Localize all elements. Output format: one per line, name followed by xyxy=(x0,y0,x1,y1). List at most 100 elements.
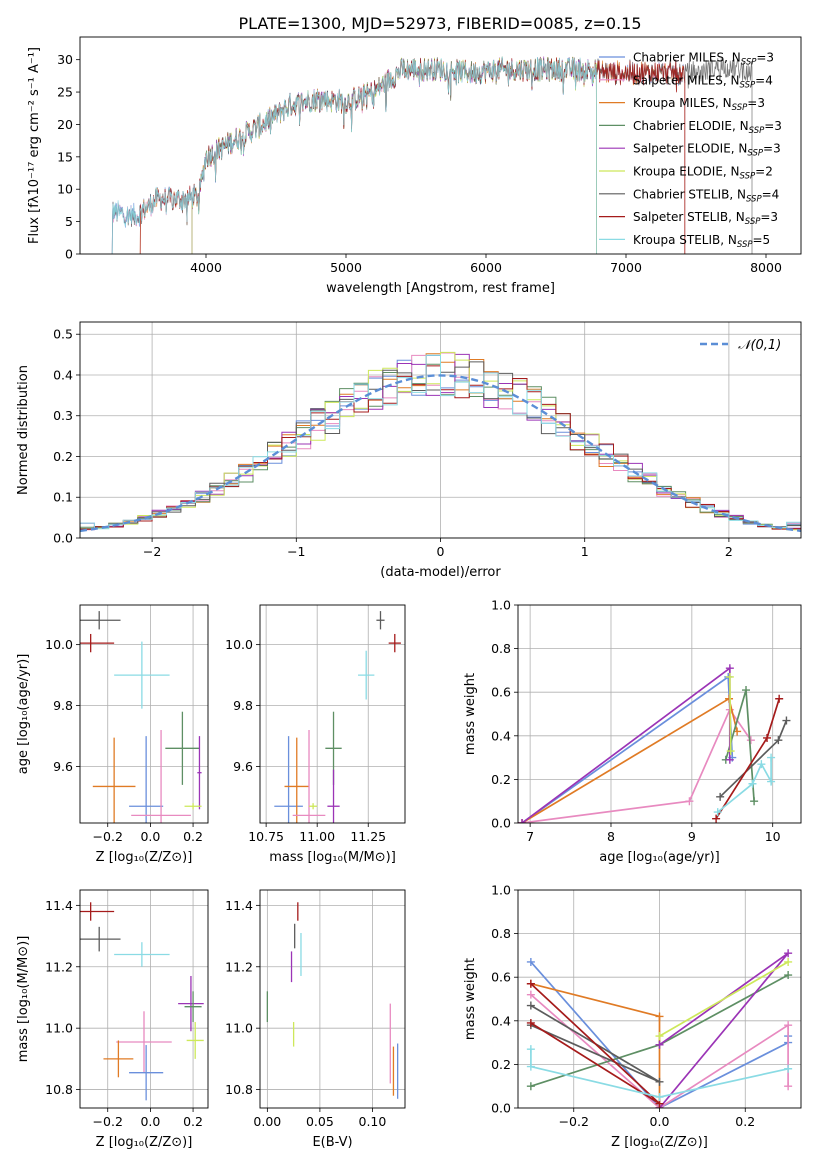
legend-label: Chabrier ELODIE, NSSP=3 xyxy=(633,119,782,136)
y-tick-label: 0.6 xyxy=(491,970,511,985)
legend-label: Kroupa MILES, NSSP=3 xyxy=(633,96,765,113)
errorbar-point-salpeter_stelib xyxy=(80,902,115,921)
weight-series-salpeter_miles xyxy=(518,705,755,823)
x-tick-label: 7000 xyxy=(610,260,642,275)
residuals-panel: −2 −1 0 1 2 0.0 0.1 0.2 0.3 0.4 0.5 (data-model)/er… xyxy=(16,321,802,580)
weight-series-salpeter_stelib xyxy=(526,979,664,1108)
y-tick-label: 10.8 xyxy=(45,1082,73,1097)
age_vs_Z-plot-area xyxy=(80,605,208,823)
axes-frame xyxy=(259,604,406,824)
x-tick-label: −0.2 xyxy=(559,1114,589,1129)
x-tick-label: 11.00 xyxy=(299,829,335,844)
errorbar-point-chabrier_elodie xyxy=(165,711,200,785)
plus-marker xyxy=(784,949,793,958)
plus-marker xyxy=(767,777,776,786)
plus-marker xyxy=(775,694,784,703)
plus-marker xyxy=(750,797,759,806)
spectrum-line-chabrier_miles xyxy=(111,57,686,254)
plus-marker xyxy=(526,979,535,988)
x-tick-label: 0.00 xyxy=(253,1114,281,1129)
errorbar-point-salpeter_elodie xyxy=(178,975,204,1032)
plus-marker xyxy=(716,792,725,801)
plus-marker xyxy=(784,1064,793,1073)
mass_vs_ebv-plot-area xyxy=(260,890,405,1108)
axes-frame xyxy=(79,604,209,824)
errorbar-point-kroupa_miles xyxy=(284,737,310,823)
y-tick-label: 0.6 xyxy=(491,685,511,700)
y-tick-label: 11.0 xyxy=(225,1021,253,1036)
legend-label: Kroupa STELIB, NSSP=5 xyxy=(633,233,770,250)
y-tick-label: 0.8 xyxy=(491,641,511,656)
x-tick-label: 10.75 xyxy=(248,829,284,844)
y-tick-label: 0.4 xyxy=(491,1013,511,1028)
weight-line xyxy=(521,707,752,823)
axes-frame xyxy=(259,889,406,1109)
y-tick-label: 0.4 xyxy=(491,728,511,743)
weight_vs_Z-plot-area xyxy=(518,890,801,1108)
x-tick-label: 0.2 xyxy=(183,1114,203,1129)
plus-marker xyxy=(742,686,751,695)
y-tick-label: 25 xyxy=(57,85,73,100)
errorbar-point-kroupa_stelib xyxy=(358,650,375,700)
y-tick-label: 10.0 xyxy=(225,637,253,652)
axes-frame xyxy=(79,321,802,539)
legend-label: Salpeter ELODIE, NSSP=3 xyxy=(633,142,781,159)
y-tick-label: 0.8 xyxy=(491,926,511,941)
weight-line xyxy=(521,697,738,823)
x-axis-label: E(B-V) xyxy=(312,1135,352,1150)
residuals-legend: 𝒩(0,1) xyxy=(700,338,781,353)
x-tick-label: 9 xyxy=(688,829,696,844)
spectrum-legend: Chabrier MILES, NSSP=3 Salpeter MILES, NS… xyxy=(599,51,782,250)
y-tick-label: 0.5 xyxy=(53,327,73,342)
x-tick-label: 7 xyxy=(526,829,534,844)
weight-series-salpeter_stelib xyxy=(712,694,784,823)
plus-marker xyxy=(725,664,734,673)
y-tick-label: 15 xyxy=(57,149,73,164)
axes-frame xyxy=(517,604,802,824)
y-tick-label: 0.3 xyxy=(53,408,73,423)
mass_vs_ebv-panel: 0.00 0.05 0.10 10.8 11.0 11.2 11.4 E(B-V) xyxy=(225,889,406,1150)
x-axis-label: wavelength [Angstrom, rest frame] xyxy=(326,281,555,296)
errorbar-point-kroupa_elodie xyxy=(186,1022,204,1059)
plus-marker xyxy=(746,736,755,745)
plus-marker xyxy=(784,971,793,980)
weight-line xyxy=(521,666,731,823)
spectrum-panel: 4000 5000 6000 7000 8000 0 5 10 15 20 25 30 waveleng… xyxy=(27,36,802,296)
y-tick-label: 30 xyxy=(57,52,73,67)
mass_vs_Z-panel: −0.2 0.0 0.2 10.8 11.0 11.2 11.4 Z [log₁₀(Z/Z⊙)… xyxy=(16,889,209,1150)
y-axis-label: age [log₁₀(age/yr)] xyxy=(16,654,31,775)
plus-marker xyxy=(526,1001,535,1010)
plus-marker xyxy=(526,957,535,966)
errorbar-point-chabrier_miles xyxy=(129,736,164,823)
x-tick-label: 0.0 xyxy=(140,829,160,844)
weight_vs_age-panel: 7 8 9 10 0.0 0.2 0.4 0.6 0.8 1.0 age [log₁₀(age/yr… xyxy=(463,598,802,865)
y-tick-label: 11.2 xyxy=(225,959,253,974)
x-tick-label: 0.2 xyxy=(735,1114,755,1129)
x-tick-label: −0.2 xyxy=(93,1114,123,1129)
weight-line xyxy=(659,961,789,1037)
x-tick-label: −0.2 xyxy=(93,829,123,844)
plus-marker xyxy=(526,1062,535,1071)
legend-label: Salpeter STELIB, NSSP=3 xyxy=(633,210,778,227)
x-tick-label: 0 xyxy=(437,544,445,559)
mass_vs_Z-plot-area xyxy=(80,890,208,1108)
errorbar-point-kroupa_stelib xyxy=(114,942,170,967)
x-tick-label: −2 xyxy=(143,544,161,559)
y-tick-label: 0.0 xyxy=(491,1101,511,1116)
y-tick-label: 0.1 xyxy=(53,490,73,505)
errorbar-point-salpeter_miles xyxy=(292,730,326,823)
gaussian-curve xyxy=(80,374,801,533)
plus-marker xyxy=(526,1018,535,1027)
legend-label: 𝒩(0,1) xyxy=(738,338,781,353)
y-axis-label: mass weight xyxy=(463,673,478,755)
x-tick-label: 1 xyxy=(581,544,589,559)
age_vs_mass-panel: 10.75 11.00 11.25 9.6 9.8 10.0 mass [log₁₀(M/M… xyxy=(225,604,406,865)
legend-label: Chabrier MILES, NSSP=3 xyxy=(633,51,774,68)
legend-label: Salpeter MILES, NSSP=4 xyxy=(633,73,773,90)
x-axis-label: Z [log₁₀(Z/Z⊙)] xyxy=(96,1135,193,1150)
y-tick-label: 10.0 xyxy=(45,637,73,652)
spectrum-line-kroupa_stelib xyxy=(111,56,597,254)
plus-marker xyxy=(526,990,535,999)
x-tick-label: 5000 xyxy=(330,260,362,275)
plus-marker xyxy=(725,755,734,764)
